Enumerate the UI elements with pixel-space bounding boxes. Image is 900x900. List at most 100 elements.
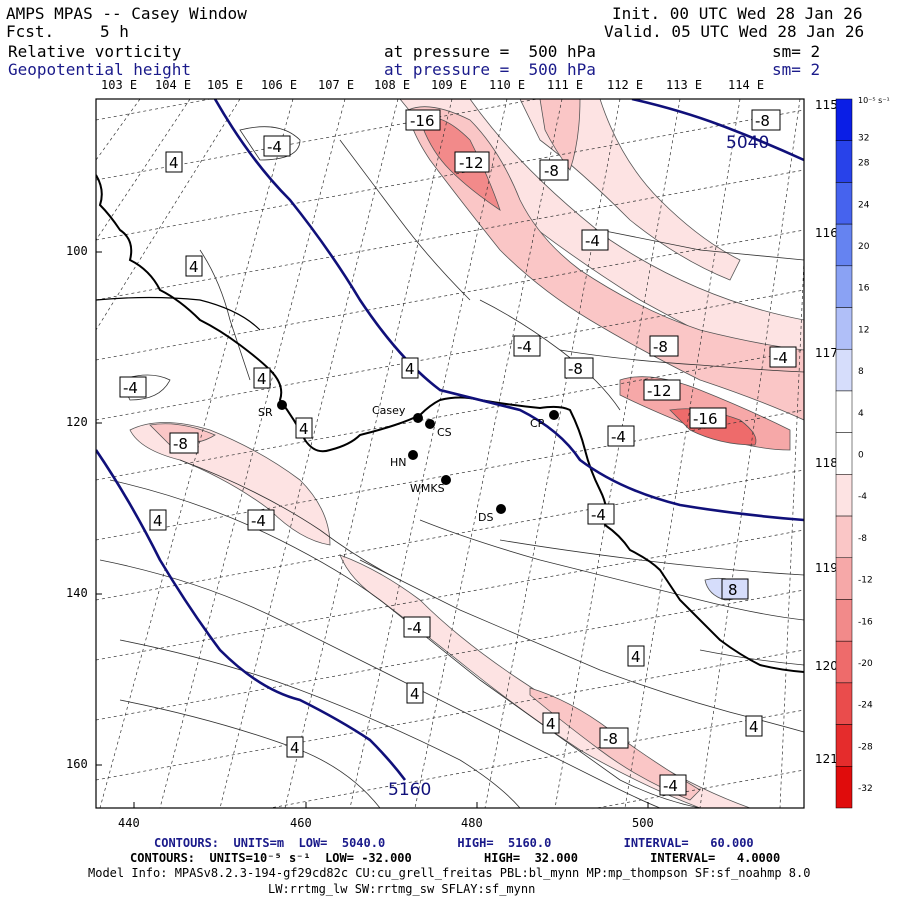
contour-label: -4: [663, 777, 678, 795]
colorbar-swatch: [835, 265, 853, 308]
lon-label: 113 E: [666, 78, 703, 92]
colorbar-swatch: [835, 682, 853, 725]
field2-smoothing: sm= 2: [772, 60, 821, 79]
station-marker[interactable]: [496, 504, 506, 514]
lon-label: 104 E: [155, 78, 192, 92]
contour-label: 8: [728, 581, 738, 599]
lon-label: 109 E: [431, 78, 468, 92]
contour-label: 4: [189, 258, 199, 276]
contour-label: 4: [257, 370, 267, 388]
colorbar-swatch: [835, 348, 853, 392]
colorbar-tick-label: 32: [858, 134, 869, 144]
footer-model-physics: LW:rrtmg_lw SW:rrtmg_sw SFLAY:sf_mynn: [268, 882, 536, 896]
colorbar-tick-label: 28: [858, 159, 870, 169]
colorbar-swatch: [835, 640, 853, 684]
footer-model-info: Model Info: MPASv8.2.3-194-gf29cd82c CU:…: [88, 866, 811, 880]
contour-label: -8: [568, 360, 583, 378]
colorbar-swatch: [835, 390, 853, 433]
lon-label: 112 E: [607, 78, 644, 92]
axis-ticks: [96, 251, 649, 808]
colorbar-swatch: [835, 307, 853, 350]
colorbar-swatch: [835, 140, 853, 183]
colorbar-tick-label: -24: [858, 701, 873, 711]
colorbar-tick-label: -12: [858, 576, 873, 586]
field2-name: Geopotential height: [8, 60, 192, 79]
contour-label: 4: [290, 739, 300, 757]
colorbar: 32 28 24 20 16 12 8 4 0 -4 -8 -12 -16 -20 -24 -28 -32: [835, 98, 873, 809]
contour-label: -4: [267, 138, 282, 156]
contour-label: -12: [459, 154, 484, 172]
colorbar-tick-label: 8: [858, 367, 864, 377]
contour-label: 4: [153, 512, 163, 530]
field1-name: Relative vorticity: [8, 42, 182, 61]
colorbar-swatch: [835, 599, 853, 642]
vorticity-labels: -16 -12 -8 -4 -4 -8 -4 -8 -4 -8 -12 -16 …: [119, 109, 797, 796]
footer-contours-vorticity: CONTOURS: UNITS=10⁻⁵ s⁻¹ LOW= -32.000 HI…: [130, 851, 781, 865]
contour-label: -8: [755, 112, 770, 130]
colorbar-swatch: [835, 474, 853, 517]
contour-label: -4: [585, 232, 600, 250]
contour-label: 4: [169, 154, 179, 172]
colorbar-tick-label: 24: [858, 200, 870, 210]
contour-label: 4: [410, 685, 420, 703]
contour-label: 4: [299, 420, 309, 438]
contour-label: -4: [773, 349, 788, 367]
contour-label: -16: [410, 112, 435, 130]
colorbar-unit: 10⁻⁵ s⁻¹: [858, 96, 890, 105]
lon-label: 114 E: [728, 78, 765, 92]
colorbar-swatch: [835, 98, 853, 141]
colorbar-tick-label: 0: [858, 451, 864, 461]
station-label: SR: [258, 406, 273, 419]
lon-label: 106 E: [261, 78, 298, 92]
colorbar-swatch: [835, 182, 853, 225]
contour-label: -4: [251, 512, 266, 530]
colorbar-tick-label: -4: [858, 492, 867, 502]
contour-label: -4: [407, 619, 422, 637]
colorbar-swatch: [835, 432, 853, 475]
station-marker[interactable]: [408, 450, 418, 460]
colorbar-tick-label: 20: [858, 242, 870, 252]
height-label: 5040: [726, 133, 769, 153]
lon-label: 103 E: [101, 78, 138, 92]
station-label: WMKS: [410, 482, 445, 495]
x-tick-label: 440: [118, 816, 140, 830]
valid-time: Valid. 05 UTC Wed 28 Jan 26: [604, 22, 865, 41]
contour-label: 4: [546, 715, 556, 733]
colorbar-swatch: [835, 223, 853, 267]
station-marker[interactable]: [277, 400, 287, 410]
height-label: 5160: [388, 780, 431, 800]
colorbar-tick-label: -8: [858, 534, 867, 544]
forecast-label: Fcst.: [6, 22, 55, 41]
contour-label: -4: [123, 379, 138, 397]
station-label: HN: [390, 456, 407, 469]
lon-label: 108 E: [374, 78, 411, 92]
colorbar-tick-label: -16: [858, 617, 873, 627]
colorbar-swatch: [835, 766, 853, 809]
colorbar-tick-label: -20: [858, 659, 873, 669]
station-marker[interactable]: [425, 419, 435, 429]
colorbar-tick-label: 12: [858, 325, 869, 335]
contour-label: -8: [603, 730, 618, 748]
contour-label: 4: [631, 648, 641, 666]
field2-pressure: at pressure = 500 hPa: [384, 60, 596, 79]
contour-label: -8: [544, 162, 559, 180]
contour-label: -16: [693, 410, 718, 428]
contour-label: -8: [653, 338, 668, 356]
y-tick-label: 120: [66, 415, 88, 429]
colorbar-swatch: [835, 515, 853, 559]
field1-smoothing: sm= 2: [772, 42, 821, 61]
x-tick-label: 460: [290, 816, 312, 830]
y-tick-label: 160: [66, 757, 88, 771]
app-title: AMPS MPAS -- Casey Window: [6, 4, 247, 23]
station-label: Casey: [372, 404, 406, 417]
init-time: Init. 00 UTC Wed 28 Jan 26: [612, 4, 863, 23]
contour-label: -4: [611, 428, 626, 446]
colorbar-tick-label: 4: [858, 409, 864, 419]
station-marker[interactable]: [413, 413, 423, 423]
stations: SR Casey CS CP HN WMKS DS: [258, 400, 559, 524]
lon-label: 105 E: [207, 78, 244, 92]
footer-contours-height: CONTOURS: UNITS=m LOW= 5040.0 HIGH= 5160…: [154, 836, 754, 850]
station-marker[interactable]: [549, 410, 559, 420]
station-marker[interactable]: [441, 475, 451, 485]
